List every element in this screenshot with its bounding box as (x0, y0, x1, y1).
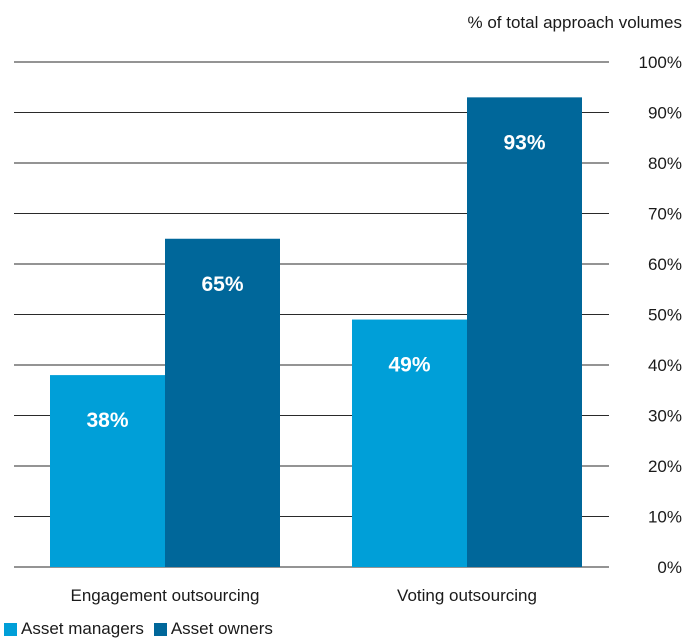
y-tick-labels: 0% 10% 20% 30% 40% 50% 60% 70% 80% 90% 100% (639, 53, 682, 577)
bar-labels: 38% 65% 49% 93% (86, 131, 545, 432)
y-tick-label: 80% (648, 154, 682, 173)
bar-value-label: 93% (503, 131, 545, 154)
bar (467, 97, 582, 567)
y-tick-label: 100% (639, 53, 682, 72)
legend-swatch-asset-owners (153, 622, 167, 636)
legend-label-asset-managers: Asset managers (21, 619, 144, 638)
bar (352, 319, 467, 567)
legend-swatch-asset-managers (4, 622, 17, 636)
bar (50, 375, 165, 567)
x-tick-label: Engagement outsourcing (70, 586, 259, 605)
y-tick-label: 10% (648, 508, 682, 527)
legend: Asset managers Asset owners (4, 620, 283, 638)
legend-item-asset-managers: Asset managers (4, 620, 144, 638)
bars (50, 97, 582, 567)
y-tick-label: 40% (648, 356, 682, 375)
bar-value-label: 38% (86, 409, 128, 432)
y-tick-label: 90% (648, 104, 682, 123)
x-tick-label: Voting outsourcing (397, 586, 537, 605)
y-tick-label: 70% (648, 205, 682, 224)
y-axis-label: % of total approach volumes (467, 13, 682, 32)
y-tick-label: 30% (648, 407, 682, 426)
legend-label-asset-owners: Asset owners (170, 619, 273, 638)
y-tick-label: 0% (657, 558, 682, 577)
y-tick-label: 60% (648, 255, 682, 274)
bar (165, 238, 280, 567)
legend-item-asset-owners: Asset owners (153, 619, 273, 638)
bar-chart: % of total approach volumes 38% 65% 49% 93%… (14, 13, 682, 605)
bar-value-label: 49% (388, 354, 430, 377)
bar-value-label: 65% (201, 273, 243, 296)
y-tick-label: 20% (648, 457, 682, 476)
y-tick-label: 50% (648, 306, 682, 325)
x-tick-labels: Engagement outsourcing Voting outsourcing (70, 586, 536, 605)
